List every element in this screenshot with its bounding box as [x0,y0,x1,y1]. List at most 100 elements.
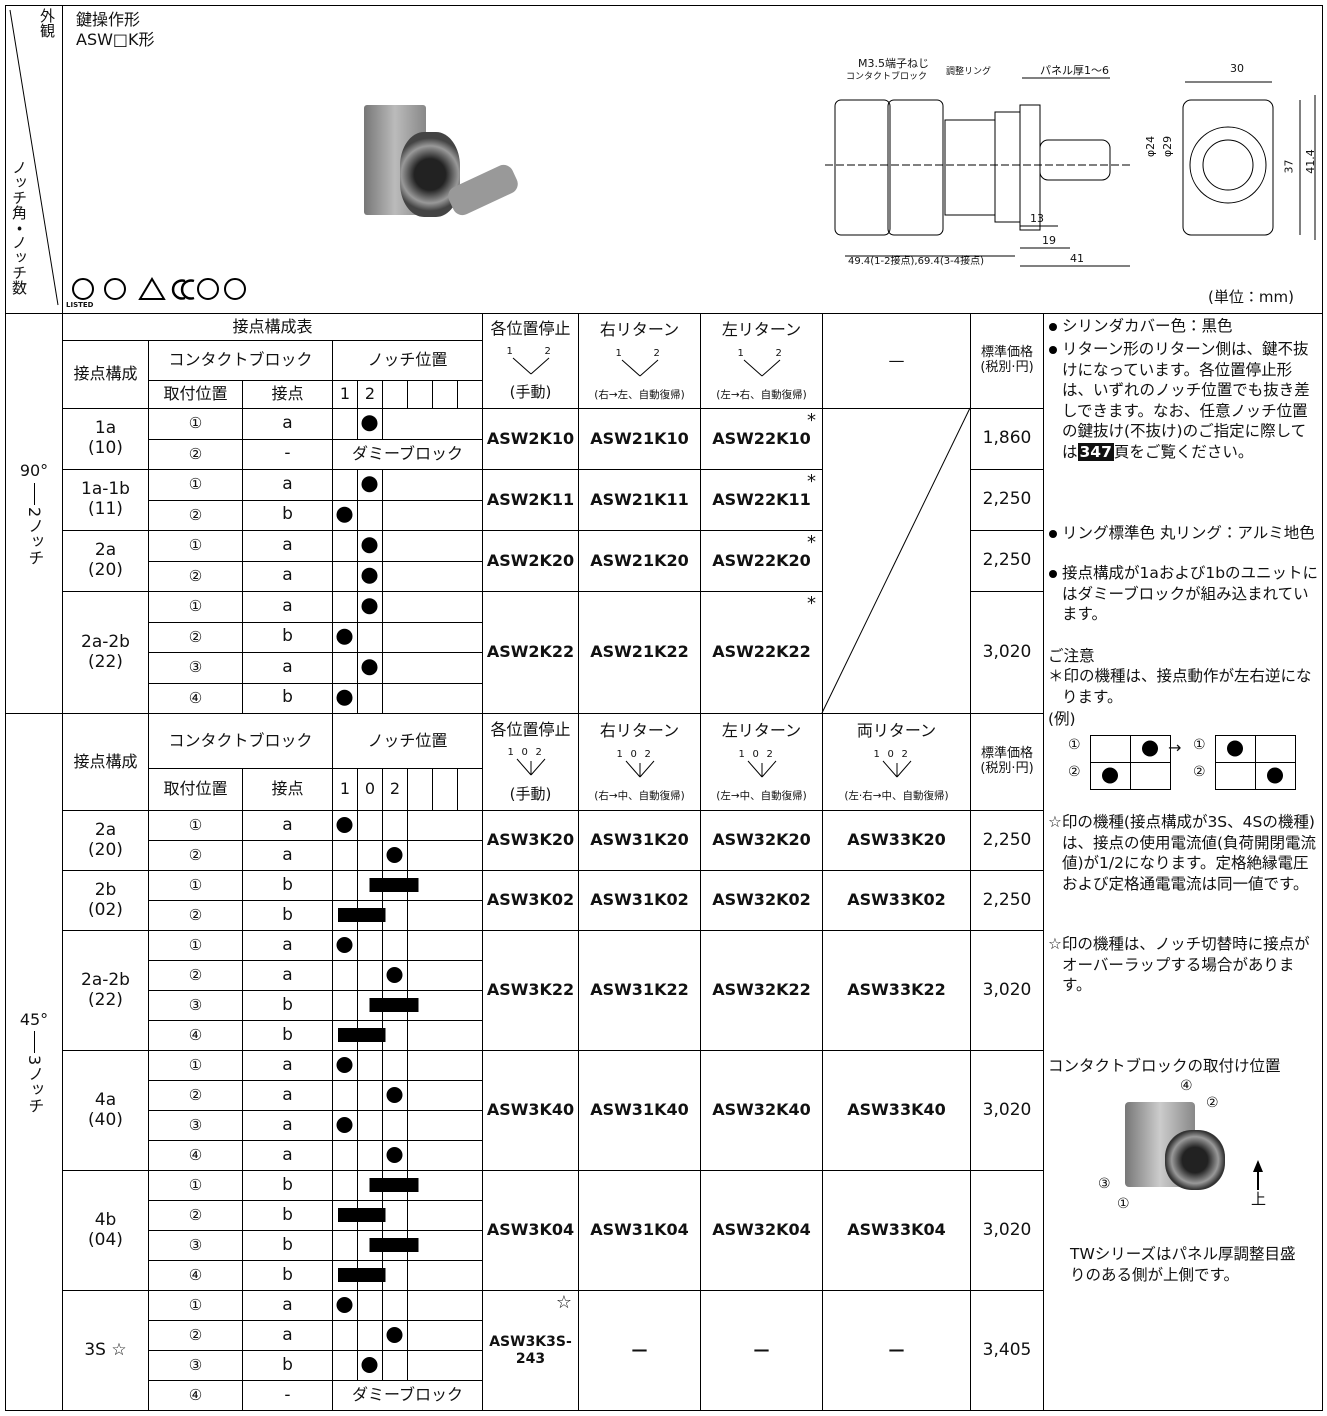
config-code: (02) [88,899,123,920]
not-available-cell [822,408,971,714]
note-bullet: 接点構成が1aおよび1bのユニットにはダミーブロックが組み込まれています。 [1048,563,1320,625]
config-cell: 3S ☆ [62,1290,149,1411]
pos-header: 取付位置 [148,768,243,811]
operation-arrow [743,359,762,377]
notch-cell [332,591,358,623]
bullet-dot [1049,530,1057,538]
model-code: ASW21K20 [590,550,689,570]
cert-mark [104,278,126,300]
notch-cell [357,1200,383,1231]
cert-listed: LISTED [66,301,94,309]
operation-title: — [888,350,905,370]
operation-header: 右リターン 1 0 2 (右→中、自動復帰) [578,713,701,811]
price-cell: 3,020 [970,591,1044,714]
mount-position: ② [148,900,243,931]
operation-arrow [621,359,640,377]
notch-label: 0 [357,768,383,811]
notch-cell [332,408,358,440]
operation-sub: (右→中、自動復帰) [594,790,685,803]
config-cell: 2a-2b (22) [62,591,149,714]
operation-position: 0 [887,749,894,761]
operation-arrow [639,760,654,778]
side-bottom: ノッチ角・ノッチ数 [10,160,28,295]
mount-position: ② [148,960,243,991]
notch-rest [407,930,483,961]
model-code: ASW3K3S-243 [489,1334,572,1367]
note-text: シリンダカバー色：黒色 [1062,317,1233,335]
notch-cell [357,682,383,714]
model-code: ASW21K11 [590,489,689,509]
notch-rest [382,469,483,501]
config: 2a [94,540,117,561]
drawing-label: 37 [1282,159,1296,174]
model-code: ASW21K22 [590,642,689,662]
contact-type: a [242,960,333,991]
model-cell: — [822,1290,971,1411]
drawing-label: 41 [1070,252,1084,265]
mount-position: ④ [148,1380,243,1411]
contact-type: b [242,499,333,531]
model-code: ASW32K22 [712,980,811,1000]
contact-type: b [242,870,333,901]
config-code: (40) [88,1109,123,1130]
contact-header: 接点 [242,768,333,811]
notch-rest [382,499,483,531]
title: 鍵操作形 [76,10,141,29]
model-code: ASW22K20 [712,550,811,570]
operation-arrows [747,760,776,778]
cert-mark [72,278,94,300]
model-cell: ASW22K10 * [700,408,823,470]
note-text: 頁をご覧ください。 [1113,442,1254,461]
example-cell [1215,762,1256,790]
model-cell: — [700,1290,823,1411]
operation-position: 1 [507,746,514,758]
notch-cell [332,682,358,714]
notch-rest [407,1230,483,1261]
section-dash [33,482,35,505]
notch-rest [407,1200,483,1231]
config: 4b [94,1209,117,1230]
notch-label: 1 [332,380,358,409]
contact-header: 接点 [242,380,333,409]
mount-position: ① [148,1050,243,1081]
note-bullet: リターン形のリターン側は、鍵不抜けになっています。各位置停止形は、いずれのノッチ… [1048,339,1320,462]
operation-position: 2 [766,749,773,761]
operation-title: 左リターン [721,320,802,340]
price-header-title: 標準価格 [980,746,1033,762]
mount-position: ② [148,1200,243,1231]
model-code: ASW2K10 [486,428,575,448]
mount-position: ① [148,1290,243,1321]
model-star: * [807,471,816,492]
model-cell: ASW3K04 [482,1170,579,1291]
model-cell: ASW3K40 [482,1050,579,1171]
config-code: (04) [88,1229,123,1250]
notch-cell [332,1050,358,1081]
cert-mark [224,278,246,300]
model-star: * [807,532,816,553]
operation-arrow [625,760,640,778]
mount-position: ① [148,930,243,961]
config: 1a [94,418,117,439]
notch-rest [407,1110,483,1141]
example-arrow: → [1168,738,1182,757]
notch-cell [382,1110,408,1141]
model-cell: ASW22K11 * [700,469,823,531]
section-label: 90° 2ノッチ [5,313,63,714]
drawing-label: 41.4 [1303,149,1317,174]
drawing-label: 49.4(1-2接点),69.4(3-4接点) [848,256,984,267]
config-cell: 1a-1b (11) [62,469,149,531]
contact-type: b [242,1170,333,1201]
cert-mark [197,278,219,300]
operation-position: 0 [521,746,528,758]
model-cell: ASW33K20 [822,810,971,871]
price-cell: 3,405 [970,1290,1044,1411]
model-cell: ASW31K02 [578,870,701,931]
notch-cell [357,1080,383,1111]
star-note: ☆印の機種(接点構成が3S、4Sの機種)は、接点の使用電流値(負荷開閉電流値)が… [1048,813,1317,893]
model-code: ASW33K20 [847,830,946,850]
notch-rest [407,1170,483,1201]
